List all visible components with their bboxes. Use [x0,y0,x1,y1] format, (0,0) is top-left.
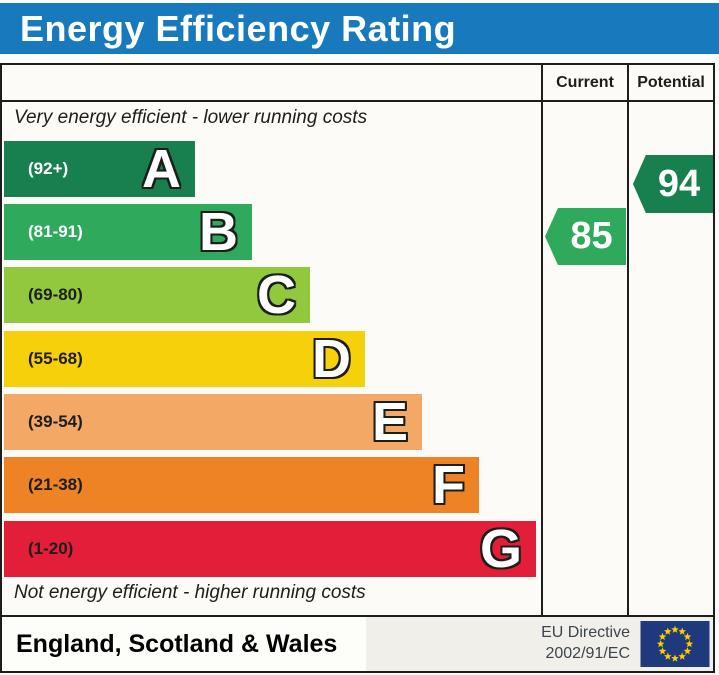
current-rating-value: 85 [570,215,613,257]
band-range: (21-38) [28,475,83,494]
band-letter: C [257,265,296,325]
band-row-b: (81-91) B [4,202,252,262]
potential-rating-arrow: 94 [633,155,713,213]
current-column-header: Current [556,74,614,91]
band-letter: G [479,519,522,579]
band-letter: A [142,139,181,199]
potential-column-header: Potential [637,74,705,91]
band-row-c: (69-80) C [4,265,310,325]
band-range: (92+) [28,159,69,178]
footer-directive-block: EU Directive 2002/91/EC [366,617,713,671]
current-column-divider [541,65,543,615]
title-bar: Energy Efficiency Rating [0,3,719,54]
header-separator-line [2,100,713,102]
band-letter: E [371,392,408,452]
band-range: (1-20) [28,539,74,558]
band-range: (81-91) [28,222,83,241]
caption-not-efficient: Not energy efficient - higher running co… [14,582,366,603]
potential-rating-value: 94 [657,162,701,205]
band-row-g: (1-20) G [4,519,536,579]
footer-bar: England, Scotland & Wales EU Directive 2… [0,615,715,673]
band-range: (55-68) [28,349,83,368]
band-letter: F [432,455,465,515]
energy-rating-chart: Current Potential Very energy efficient … [0,63,715,617]
potential-column-divider [627,65,629,615]
region-label: England, Scotland & Wales [16,629,338,658]
eu-directive-label: EU Directive 2002/91/EC [541,623,630,665]
band-range: (39-54) [28,412,83,431]
band-letter: B [199,202,238,262]
band-row-e: (39-54) E [4,392,422,452]
eu-flag-icon [640,621,710,667]
eu-directive-line2: 2002/91/EC [545,645,630,662]
band-row-f: (21-38) F [4,455,479,515]
caption-very-efficient: Very energy efficient - lower running co… [14,107,368,128]
band-range: (69-80) [28,285,83,304]
page-title: Energy Efficiency Rating [20,7,457,49]
band-row-a: (92+) A [4,139,195,199]
current-rating-arrow: 85 [545,208,626,265]
eu-directive-line1: EU Directive [541,624,630,642]
band-letter: D [312,329,351,389]
band-row-d: (55-68) D [4,329,365,389]
